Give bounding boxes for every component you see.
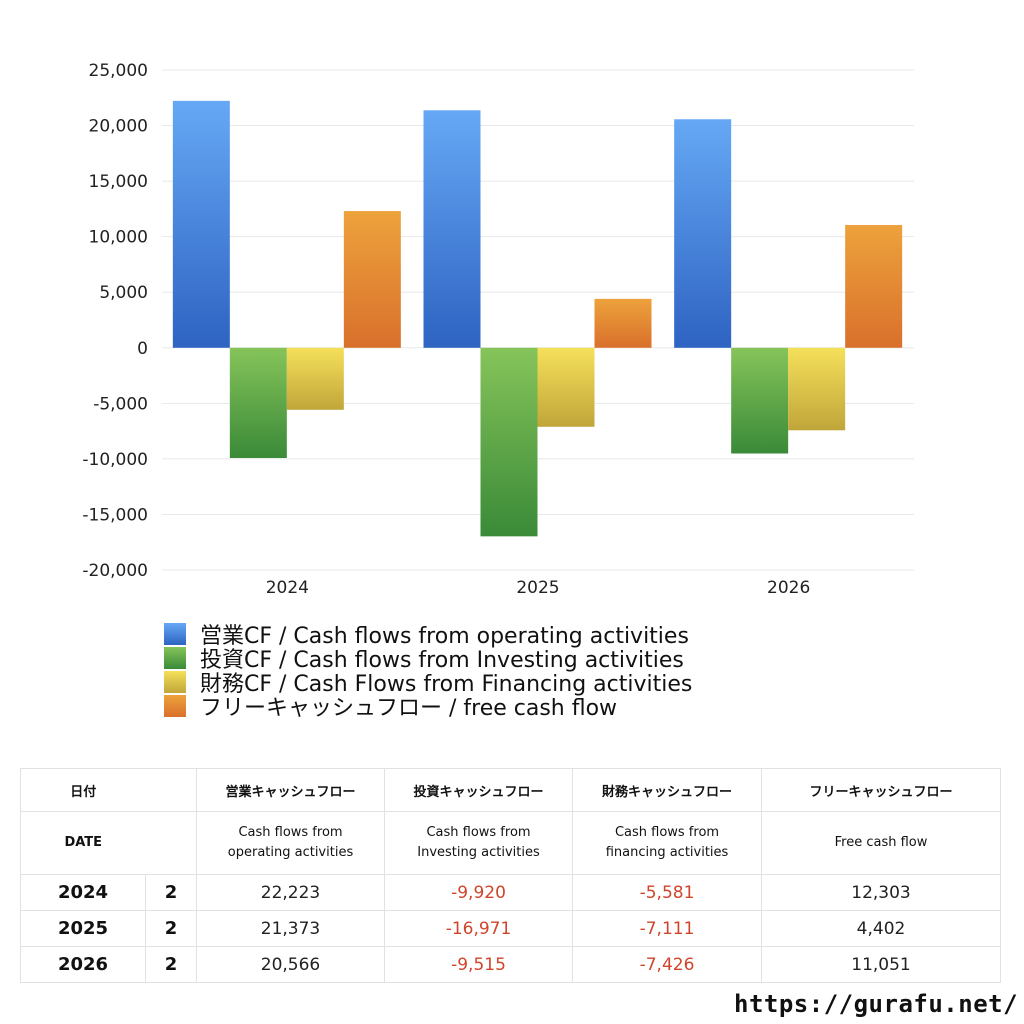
- table-row: 2026 2 20,566 -9,515 -7,426 11,051: [20, 946, 1001, 983]
- y-tick-label: -10,000: [82, 450, 148, 470]
- th-financing-en: Cash flows from financing activities: [572, 811, 762, 875]
- bar-free-2024: [343, 211, 401, 348]
- cell-free: 12,303: [761, 874, 1001, 911]
- bar-financing-2025: [537, 347, 595, 427]
- th-financing-en-line1: Cash flows from: [614, 825, 720, 840]
- y-tick-label: 0: [137, 339, 148, 359]
- y-tick-label: -20,000: [82, 561, 148, 581]
- bar-operating-2025: [423, 110, 481, 348]
- x-tick-label: 2026: [767, 578, 810, 598]
- cell-financing: -7,111: [572, 910, 762, 947]
- th-operating-en-line2: operating activities: [227, 845, 354, 860]
- bar-investing-2025: [480, 347, 538, 537]
- th-operating-jp: 営業キャッシュフロー: [196, 768, 385, 812]
- bar-free-2026: [845, 224, 903, 348]
- th-operating-en: Cash flows from operating activities: [196, 811, 385, 875]
- th-date-en: DATE: [20, 811, 146, 875]
- legend: 営業CF / Cash flows from operating activit…: [164, 622, 692, 721]
- th-operating-en-line1: Cash flows from: [238, 825, 343, 840]
- th-financing-jp: 財務キャッシュフロー: [572, 768, 762, 812]
- footer-url[interactable]: https://gurafu.net/: [734, 990, 1019, 1018]
- table-header-jp: 日付 営業キャッシュフロー 投資キャッシュフロー 財務キャッシュフロー フリーキ…: [20, 768, 1001, 812]
- th-free-jp: フリーキャッシュフロー: [761, 768, 1001, 812]
- y-tick-label: 10,000: [89, 228, 148, 248]
- table-row: 2025 2 21,373 -16,971 -7,111 4,402: [20, 910, 1001, 947]
- cash-flow-bar-chart: 25,000 20,000 15,000 10,000 5,000 0 -5,000 -10,…: [82, 61, 914, 598]
- cell-quarter: 2: [145, 946, 197, 983]
- legend-item-operating: 営業CF / Cash flows from operating activit…: [164, 622, 692, 649]
- cell-free: 4,402: [761, 910, 1001, 947]
- cell-quarter: 2: [145, 874, 197, 911]
- th-blank-jp: [145, 768, 197, 812]
- y-tick-label: 20,000: [89, 117, 148, 137]
- y-tick-label: -15,000: [82, 505, 148, 525]
- y-tick-label: 15,000: [89, 172, 148, 192]
- legend-swatch-operating: [164, 623, 186, 645]
- cell-investing: -9,920: [384, 874, 573, 911]
- legend-swatch-free: [164, 695, 186, 717]
- legend-label-operating: 営業CF / Cash flows from operating activit…: [200, 624, 689, 649]
- legend-item-investing: 投資CF / Cash flows from Investing activit…: [164, 646, 692, 673]
- bar-operating-2026: [674, 119, 732, 348]
- x-tick-label: 2024: [266, 578, 309, 598]
- grid-lines: [162, 69, 914, 571]
- th-investing-en-line2: Investing activities: [417, 845, 540, 860]
- legend-item-financing: 財務CF / Cash Flows from Financing activit…: [164, 670, 692, 697]
- cell-year: 2025: [20, 910, 146, 947]
- table-row: 2024 2 22,223 -9,920 -5,581 12,303: [20, 874, 1001, 911]
- th-investing-en-line1: Cash flows from: [426, 825, 531, 840]
- legend-item-free: フリーキャッシュフロー / free cash flow: [164, 694, 692, 721]
- th-investing-en: Cash flows from Investing activities: [384, 811, 573, 875]
- bar-financing-2024: [286, 347, 344, 410]
- legend-swatch-investing: [164, 647, 186, 669]
- th-date-jp: 日付: [20, 768, 146, 812]
- table-header-en: DATE Cash flows from operating activities…: [20, 811, 1001, 875]
- cash-flow-table: 日付 営業キャッシュフロー 投資キャッシュフロー 財務キャッシュフロー フリーキ…: [20, 768, 1001, 983]
- y-tick-label: 25,000: [89, 61, 148, 81]
- th-investing-jp: 投資キャッシュフロー: [384, 768, 573, 812]
- bar-investing-2024: [229, 347, 287, 458]
- bar-investing-2026: [731, 347, 789, 454]
- legend-label-investing: 投資CF / Cash flows from Investing activit…: [200, 648, 684, 673]
- x-tick-label: 2025: [516, 578, 559, 598]
- legend-label-financing: 財務CF / Cash Flows from Financing activit…: [200, 672, 693, 697]
- legend-swatch-financing: [164, 671, 186, 693]
- bar-operating-2024: [172, 100, 230, 348]
- legend-label-free: フリーキャッシュフロー / free cash flow: [200, 696, 618, 721]
- cell-operating: 22,223: [196, 874, 385, 911]
- y-axis-ticks: 25,000 20,000 15,000 10,000 5,000 0 -5,000 -10,…: [82, 61, 148, 581]
- th-financing-en-line2: financing activities: [605, 845, 729, 860]
- cell-financing: -7,426: [572, 946, 762, 983]
- cell-financing: -5,581: [572, 874, 762, 911]
- cell-year: 2026: [20, 946, 146, 983]
- cell-quarter: 2: [145, 910, 197, 947]
- bar-free-2025: [594, 298, 652, 348]
- y-tick-label: -5,000: [93, 394, 148, 414]
- bar-financing-2026: [788, 347, 846, 431]
- th-free-en: Free cash flow: [761, 811, 1001, 875]
- cell-year: 2024: [20, 874, 146, 911]
- cell-operating: 20,566: [196, 946, 385, 983]
- th-blank-en: [145, 811, 197, 875]
- cell-free: 11,051: [761, 946, 1001, 983]
- y-tick-label: 5,000: [99, 283, 148, 303]
- bars: [172, 100, 903, 537]
- x-axis-ticks: 2024 2025 2026: [266, 578, 811, 598]
- cell-investing: -9,515: [384, 946, 573, 983]
- cell-investing: -16,971: [384, 910, 573, 947]
- cell-operating: 21,373: [196, 910, 385, 947]
